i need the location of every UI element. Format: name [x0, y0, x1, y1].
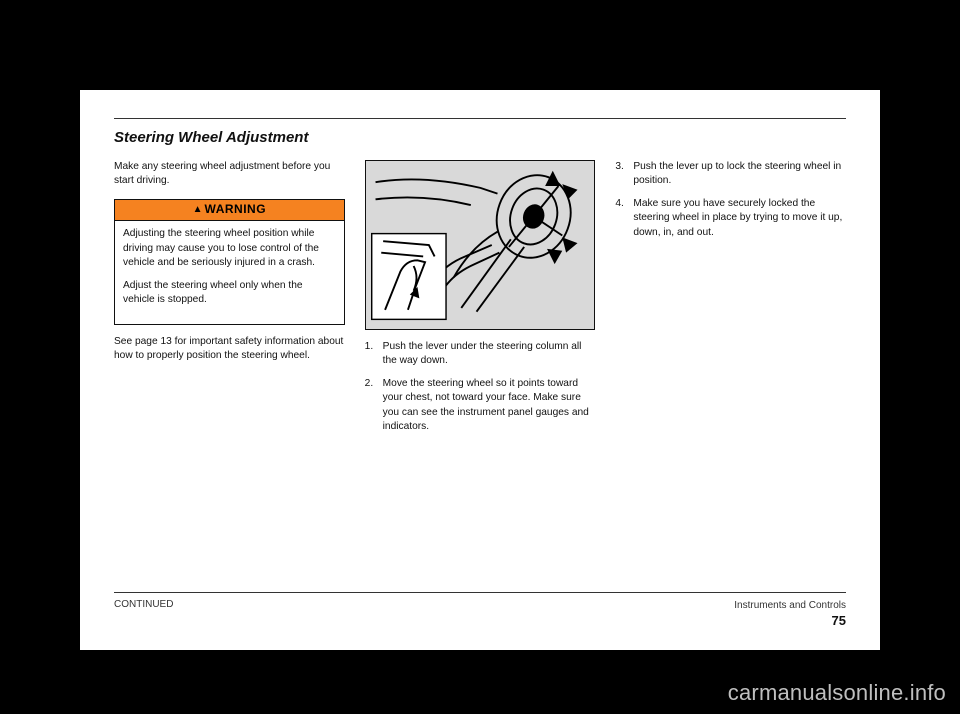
- step-3-text: Push the lever up to lock the steering w…: [633, 160, 846, 189]
- step-1-text: Push the lever under the steering column…: [383, 340, 596, 369]
- page-title: Steering Wheel Adjustment: [114, 129, 846, 146]
- warning-body: Adjusting the steering wheel position wh…: [115, 221, 344, 323]
- warning-p2: Adjust the steering wheel only when the …: [123, 279, 336, 308]
- watermark: carmanualsonline.info: [728, 680, 946, 706]
- column-3: 3. Push the lever up to lock the steerin…: [615, 160, 846, 592]
- see-page-text: See page 13 for important safety informa…: [114, 335, 345, 364]
- step-1: 1. Push the lever under the steering col…: [365, 340, 596, 369]
- warning-box: ▲WARNING Adjusting the steering wheel po…: [114, 199, 345, 325]
- content-columns: Make any steering wheel adjustment befor…: [114, 160, 846, 592]
- top-rule: [114, 118, 846, 119]
- column-1: Make any steering wheel adjustment befor…: [114, 160, 345, 592]
- step-4: 4. Make sure you have securely locked th…: [615, 197, 846, 240]
- page-number: 75: [734, 612, 846, 630]
- step-4-text: Make sure you have securely locked the s…: [633, 197, 846, 240]
- section-label: Instruments and Controls: [734, 599, 846, 613]
- warning-header: ▲WARNING: [115, 200, 344, 221]
- step-2-num: 2.: [365, 377, 377, 435]
- manual-page: Steering Wheel Adjustment Make any steer…: [80, 90, 880, 650]
- illustration-steering-adjust: [365, 160, 596, 330]
- step-1-num: 1.: [365, 340, 377, 369]
- footer-right: Instruments and Controls 75: [734, 599, 846, 630]
- step-3: 3. Push the lever up to lock the steerin…: [615, 160, 846, 189]
- steering-adjust-svg: [366, 161, 595, 330]
- column-2: 1. Push the lever under the steering col…: [365, 160, 596, 592]
- warning-label: WARNING: [205, 202, 267, 216]
- intro-text: Make any steering wheel adjustment befor…: [114, 160, 345, 189]
- continued-label: CONTINUED: [114, 599, 173, 610]
- page-footer: CONTINUED Instruments and Controls 75: [114, 593, 846, 630]
- step-3-num: 3.: [615, 160, 627, 189]
- step-4-num: 4.: [615, 197, 627, 240]
- step-2: 2. Move the steering wheel so it points …: [365, 377, 596, 435]
- warning-p1: Adjusting the steering wheel position wh…: [123, 227, 336, 270]
- warning-triangle-icon: ▲: [193, 204, 203, 215]
- step-2-text: Move the steering wheel so it points tow…: [383, 377, 596, 435]
